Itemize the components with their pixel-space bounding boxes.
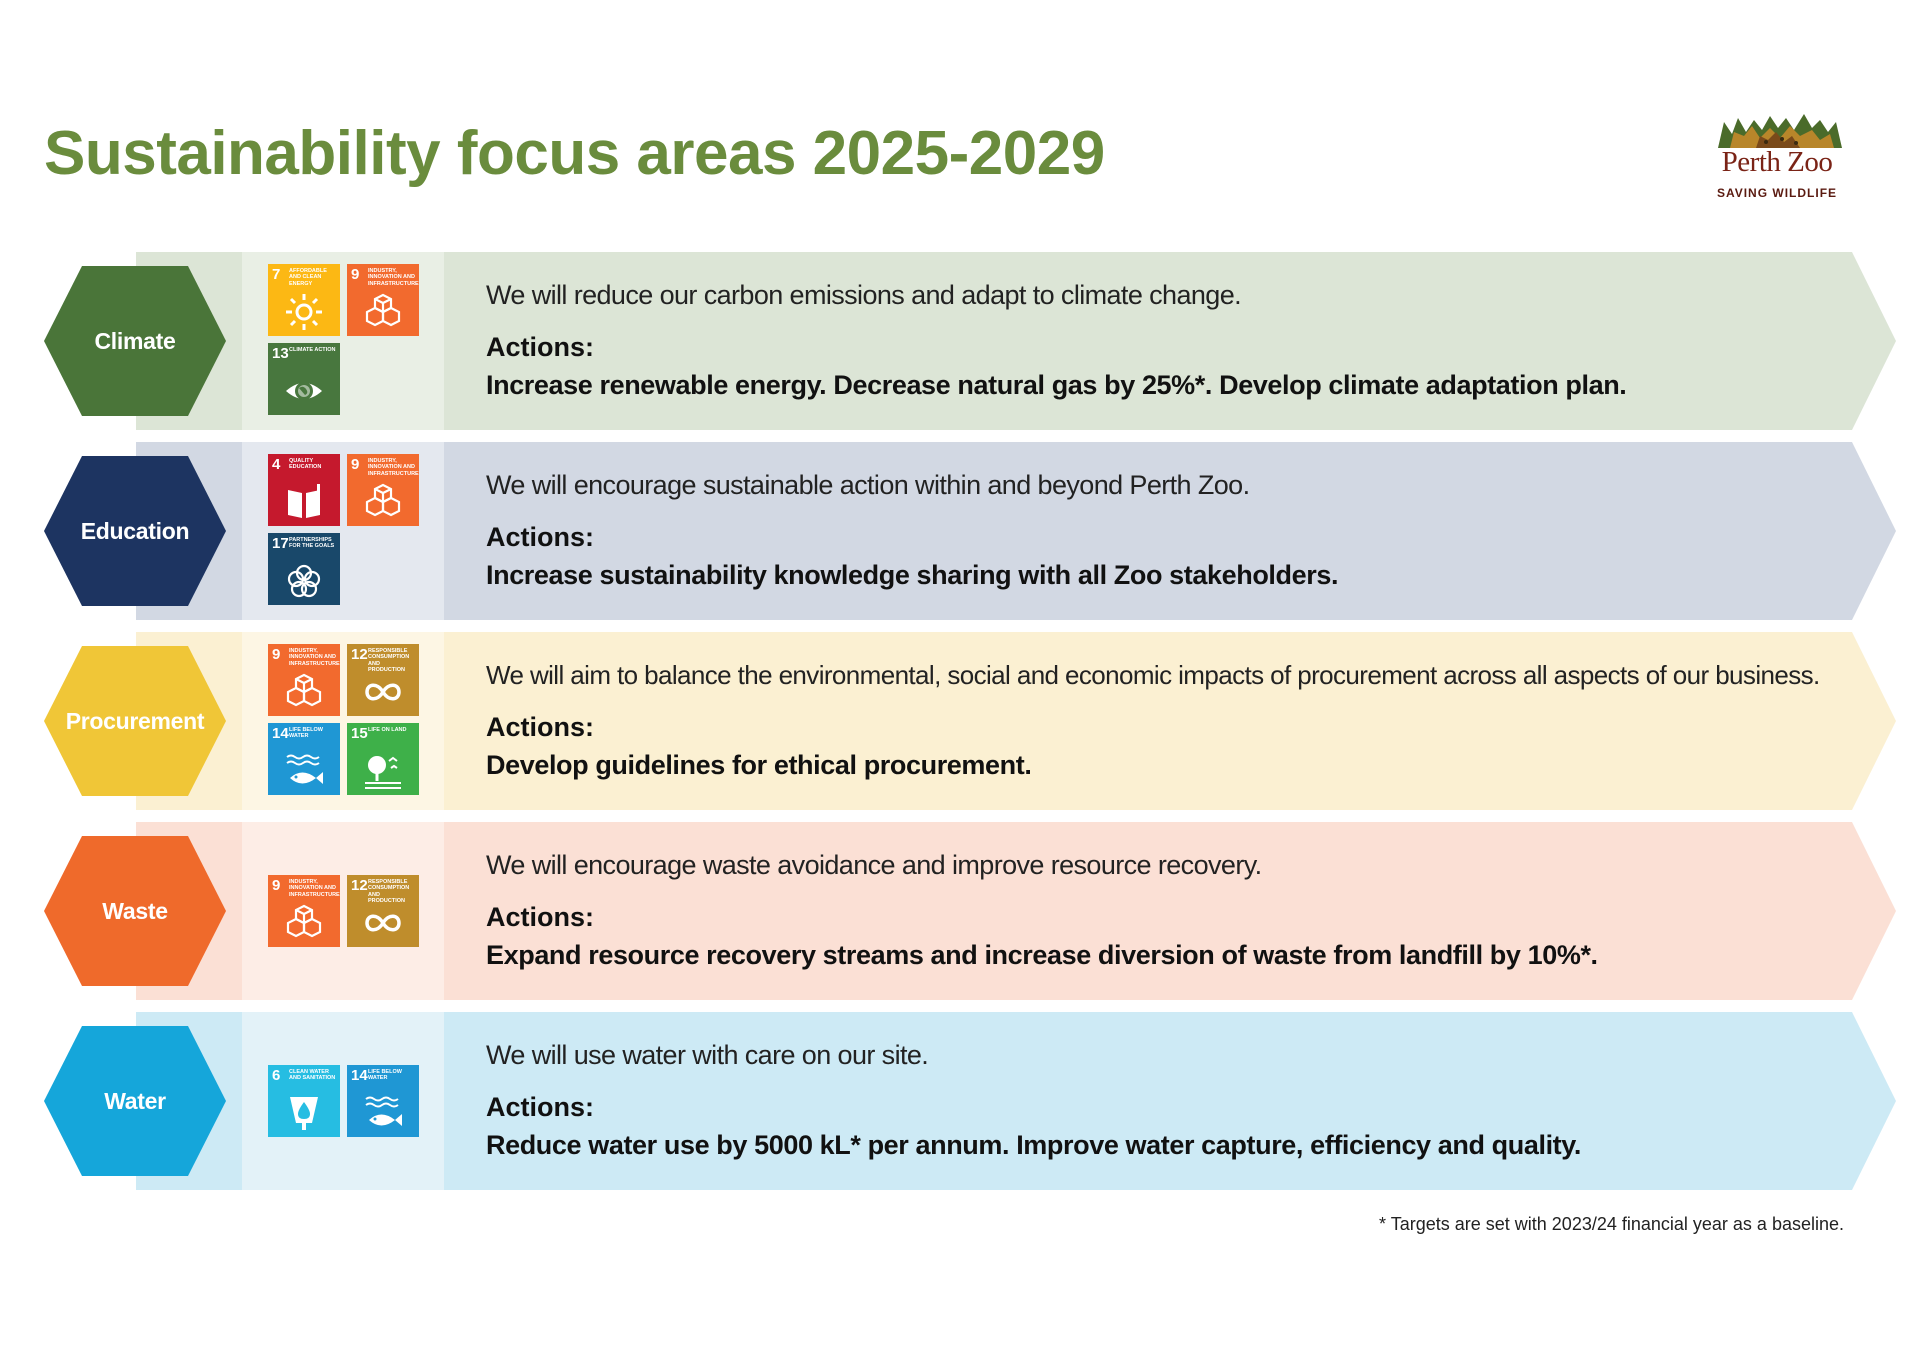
focus-row-waste: Waste 9 INDUSTRY, INNOVATION AND INFRASTRU… (44, 822, 1896, 1000)
sdg-caption: INDUSTRY, INNOVATION AND INFRASTRUCTURE (289, 879, 340, 898)
sdg-goal-9-tile: 9 INDUSTRY, INNOVATION AND INFRASTRUCTURE (347, 264, 419, 336)
category-label: Education (80, 517, 190, 544)
sdg-icons: 9 INDUSTRY, INNOVATION AND INFRASTRUCTURE… (268, 834, 428, 988)
sdg-number: 12 (351, 646, 368, 663)
cubes-icon (365, 293, 401, 327)
sdg-caption: CLIMATE ACTION (289, 347, 336, 353)
sdg-number: 14 (272, 725, 289, 742)
footnote: * Targets are set with 2023/24 financial… (1379, 1214, 1844, 1234)
sdg-caption: CLEAN WATER AND SANITATION (289, 1069, 336, 1082)
category-label: Procurement (65, 707, 205, 734)
category-hexagon (44, 1026, 226, 1176)
water-drop-icon (290, 1097, 318, 1130)
cubes-icon (286, 904, 322, 938)
flower-icon (287, 564, 321, 598)
sdg-caption: AFFORDABLE AND CLEAN ENERGY (289, 268, 327, 287)
infinity-icon (365, 914, 401, 932)
actions-text: Expand resource recovery streams and inc… (486, 940, 1598, 970)
sdg-caption: INDUSTRY, INNOVATION AND INFRASTRUCTURE (368, 268, 419, 287)
logo-tagline: SAVING WILDLIFE (1716, 186, 1838, 200)
actions-label: Actions: (486, 1092, 594, 1122)
eye-globe-icon (286, 382, 322, 400)
row-band (136, 1012, 1896, 1190)
sdg-icons: 7 AFFORDABLE AND CLEAN ENERGY 9 INDUSTRY, I… (268, 264, 428, 418)
focus-row-procurement: Procurement 9 INDUSTRY, INNOVATION AND INF… (44, 632, 1896, 810)
sdg-number: 9 (272, 646, 281, 663)
sdg-goal-9-tile: 9 INDUSTRY, INNOVATION AND INFRASTRUCTURE (347, 454, 419, 526)
page-title: Sustainability focus areas 2025-2029 (44, 119, 1105, 188)
perth-zoo-logo: Perth Zoo SAVING WILDLIFE (1700, 112, 1850, 204)
goal-text: We will encourage sustainable action wit… (486, 470, 1250, 500)
actions-text: Increase sustainability knowledge sharin… (486, 560, 1339, 590)
category-label: Waste (102, 897, 168, 924)
sdg-goal-12-tile: 12 RESPONSIBLE CONSUMPTION AND PRODUCTION (347, 875, 419, 947)
sdg-goal-9-tile: 9 INDUSTRY, INNOVATION AND INFRASTRUCTURE (268, 875, 340, 947)
sdg-number: 13 (272, 345, 289, 362)
category-hexagon (44, 836, 226, 986)
tree-icon (365, 756, 401, 789)
category-label: Water (104, 1087, 166, 1114)
sdg-caption: INDUSTRY, INNOVATION AND INFRASTRUCTURE (368, 458, 419, 477)
sdg-caption: QUALITY EDUCATION (289, 458, 322, 471)
goal-text: We will reduce our carbon emissions and … (486, 280, 1242, 310)
sdg-number: 12 (351, 877, 368, 894)
sdg-number: 6 (272, 1067, 281, 1084)
actions-text: Increase renewable energy. Decrease natu… (486, 370, 1627, 400)
sdg-number: 9 (351, 456, 360, 473)
sdg-goal-14-tile: 14 LIFE BELOW WATER (347, 1065, 419, 1137)
book-icon (288, 484, 320, 518)
sdg-number: 15 (351, 725, 368, 742)
sdg-caption: LIFE BELOW WATER (368, 1069, 402, 1082)
sdg-goal-12-tile: 12 RESPONSIBLE CONSUMPTION AND PRODUCTION (347, 644, 419, 716)
sdg-icons: 9 INDUSTRY, INNOVATION AND INFRASTRUCTURE… (268, 644, 428, 798)
category-hexagon (44, 266, 226, 416)
sdg-goal-6-tile: 6 CLEAN WATER AND SANITATION (268, 1065, 340, 1137)
sdg-goal-13-tile: 13 CLIMATE ACTION (268, 343, 340, 415)
goal-text: We will encourage waste avoidance and im… (486, 850, 1262, 880)
actions-label: Actions: (486, 712, 594, 742)
sdg-goal-15-tile: 15 LIFE ON LAND (347, 723, 419, 795)
actions-text: Reduce water use by 5000 kL* per annum. … (486, 1130, 1581, 1160)
sdg-icons: 6 CLEAN WATER AND SANITATION 14 LIFE BELOW … (268, 1024, 428, 1178)
actions-label: Actions: (486, 902, 594, 932)
cubes-icon (286, 673, 322, 707)
focus-row-water: Water 6 CLEAN WATER AND SANITATION 14 LIFE B… (44, 1012, 1896, 1190)
logo-wordmark: Perth Zoo (1721, 146, 1833, 178)
sdg-number: 9 (351, 266, 360, 283)
sdg-number: 7 (272, 266, 281, 283)
animal-silhouette-icon (1718, 114, 1842, 148)
sdg-number: 17 (272, 535, 289, 552)
fish-icon (286, 754, 323, 784)
category-hexagon (44, 646, 226, 796)
sdg-goal-17-tile: 17 PARTNERSHIPS FOR THE GOALS (268, 533, 340, 605)
sdg-caption: LIFE BELOW WATER (289, 727, 323, 740)
goal-text: We will aim to balance the environmental… (486, 660, 1820, 690)
focus-row-climate: Climate 7 AFFORDABLE AND CLEAN ENERGY 9 INDU… (44, 252, 1896, 430)
category-label: Climate (94, 327, 176, 354)
actions-label: Actions: (486, 332, 594, 362)
infinity-icon (365, 683, 401, 701)
sdg-goal-14-tile: 14 LIFE BELOW WATER (268, 723, 340, 795)
fish-icon (365, 1096, 402, 1126)
sun-icon (286, 294, 322, 330)
sdg-caption: INDUSTRY, INNOVATION AND INFRASTRUCTURE (289, 648, 340, 667)
sdg-number: 14 (351, 1067, 368, 1084)
sdg-caption: RESPONSIBLE CONSUMPTION AND PRODUCTION (368, 648, 410, 673)
cubes-icon (365, 483, 401, 517)
sdg-icons: 4 QUALITY EDUCATION 9 INDUSTRY, INNOVATION … (268, 454, 428, 608)
focus-row-education: Education 4 QUALITY EDUCATION 9 INDUSTRY, IN… (44, 442, 1896, 620)
goal-text: We will use water with care on our site. (486, 1040, 929, 1070)
actions-text: Develop guidelines for ethical procureme… (486, 750, 1032, 780)
sdg-caption: LIFE ON LAND (368, 727, 407, 733)
sdg-number: 4 (272, 456, 281, 473)
sdg-caption: RESPONSIBLE CONSUMPTION AND PRODUCTION (368, 879, 410, 904)
sdg-goal-9-tile: 9 INDUSTRY, INNOVATION AND INFRASTRUCTURE (268, 644, 340, 716)
category-hexagon (44, 456, 226, 606)
actions-label: Actions: (486, 522, 594, 552)
sdg-goal-4-tile: 4 QUALITY EDUCATION (268, 454, 340, 526)
sdg-caption: PARTNERSHIPS FOR THE GOALS (289, 537, 335, 550)
sdg-goal-7-tile: 7 AFFORDABLE AND CLEAN ENERGY (268, 264, 340, 336)
sdg-number: 9 (272, 877, 281, 894)
